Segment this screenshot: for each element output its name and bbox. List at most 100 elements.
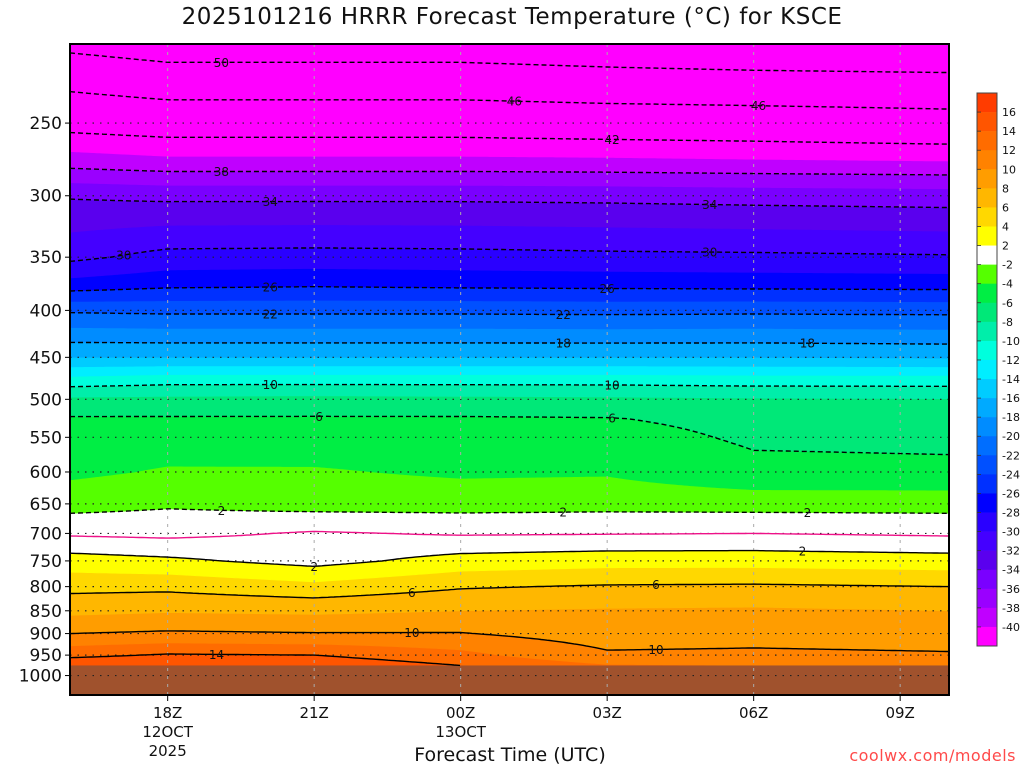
contour-label: 2 bbox=[310, 560, 318, 574]
colorbar-label: -6 bbox=[1002, 297, 1013, 310]
y-tick-label: 500 bbox=[30, 390, 62, 410]
colorbar-swatch bbox=[977, 112, 997, 132]
colorbar-swatch bbox=[977, 321, 997, 342]
contour-label: 50 bbox=[214, 56, 229, 70]
colorbar-label: -36 bbox=[1002, 583, 1020, 596]
colorbar-swatch bbox=[977, 188, 997, 208]
colorbar-swatch bbox=[977, 569, 997, 590]
contour-label: 14 bbox=[209, 648, 224, 662]
contour-label: 10 bbox=[648, 643, 663, 657]
colorbar-label: -40 bbox=[1002, 621, 1020, 634]
contour-line bbox=[70, 630, 949, 653]
temperature-band bbox=[70, 356, 949, 368]
temperature-band bbox=[70, 299, 949, 316]
colorbar-label: -8 bbox=[1002, 316, 1013, 329]
colorbar-label: 10 bbox=[1002, 163, 1016, 176]
plot-frame bbox=[69, 43, 950, 696]
colorbar-swatch bbox=[977, 207, 997, 227]
y-tick-label: 600 bbox=[30, 463, 62, 483]
y-tick-label: 350 bbox=[30, 248, 62, 268]
colorbar-label: -28 bbox=[1002, 507, 1020, 520]
colorbar-swatch bbox=[977, 474, 997, 494]
contour-label: 18 bbox=[800, 337, 815, 351]
temperature-band bbox=[70, 327, 949, 345]
contour-label: 6 bbox=[608, 411, 616, 425]
contour-line bbox=[70, 383, 949, 388]
colorbar-label: -32 bbox=[1002, 545, 1020, 558]
contour-line bbox=[70, 286, 949, 292]
contour-label: 6 bbox=[408, 586, 416, 600]
colorbar-label: 14 bbox=[1002, 125, 1016, 138]
watermark-link[interactable]: coolwx.com/models bbox=[849, 746, 1016, 765]
temperature-band bbox=[70, 342, 949, 359]
colorbar-label: -12 bbox=[1002, 354, 1020, 367]
contour-label: 34 bbox=[702, 198, 717, 212]
x-tick-label: 21Z bbox=[299, 704, 328, 722]
y-tick-label: 700 bbox=[30, 524, 62, 544]
colorbar-label: -4 bbox=[1002, 278, 1013, 291]
colorbar-swatch bbox=[977, 398, 997, 418]
colorbar-swatch bbox=[977, 169, 997, 189]
contour-line bbox=[70, 131, 949, 145]
colorbar-swatch bbox=[977, 359, 997, 380]
contour-line bbox=[70, 198, 949, 209]
colorbar-label: -30 bbox=[1002, 526, 1020, 539]
contour-label: 46 bbox=[507, 95, 522, 109]
colorbar-swatch bbox=[977, 93, 997, 113]
colorbar-label: -34 bbox=[1002, 564, 1020, 577]
contour-line bbox=[70, 167, 949, 176]
colorbar-label: -20 bbox=[1002, 430, 1020, 443]
x-tick-label: 2025 bbox=[149, 742, 187, 760]
y-tick-label: 950 bbox=[30, 646, 62, 666]
contour-label: 42 bbox=[604, 133, 619, 147]
colorbar-label: -10 bbox=[1002, 335, 1020, 348]
contour-line bbox=[70, 247, 949, 262]
y-tick-label: 250 bbox=[30, 114, 62, 134]
chart-title: 2025101216 HRRR Forecast Temperature (°C… bbox=[181, 4, 843, 30]
y-tick-label: 550 bbox=[30, 428, 62, 448]
x-tick-label: 03Z bbox=[592, 704, 621, 722]
contour-line bbox=[70, 530, 949, 539]
colorbar-label: 6 bbox=[1002, 201, 1009, 214]
colorbar-label: 16 bbox=[1002, 106, 1016, 119]
colorbar-label: -26 bbox=[1002, 487, 1020, 500]
contour-line bbox=[70, 549, 949, 568]
contour-label: 22 bbox=[556, 308, 571, 322]
contour-label: 10 bbox=[263, 378, 278, 392]
colorbar-swatch bbox=[977, 131, 997, 151]
contour-line bbox=[70, 52, 949, 74]
y-tick-label: 300 bbox=[30, 187, 62, 207]
x-tick-label: 09Z bbox=[885, 704, 914, 722]
contour-lines bbox=[70, 52, 949, 667]
colorbar-swatch bbox=[977, 283, 997, 304]
colorbar-label: -16 bbox=[1002, 392, 1020, 405]
x-tick-label: 13OCT bbox=[435, 723, 486, 741]
contour-label: 22 bbox=[263, 308, 278, 322]
contour-label: 10 bbox=[404, 626, 419, 640]
contour-label: 34 bbox=[263, 195, 278, 209]
colorbar-swatch bbox=[977, 302, 997, 323]
colorbar-label: 2 bbox=[1002, 240, 1009, 253]
colorbar-swatch bbox=[977, 455, 997, 475]
colorbar-label: -18 bbox=[1002, 411, 1020, 424]
contour-line bbox=[70, 653, 461, 667]
colorbar-label: -2 bbox=[1002, 259, 1013, 272]
colorbar-swatch bbox=[977, 436, 997, 456]
colorbar-swatch bbox=[977, 245, 997, 265]
colorbar-label: 12 bbox=[1002, 144, 1016, 157]
colorbar-swatch bbox=[977, 340, 997, 361]
y-tick-label: 850 bbox=[30, 602, 62, 622]
colorbar-label: 8 bbox=[1002, 182, 1009, 195]
contour-line bbox=[70, 415, 949, 456]
colorbar-swatch bbox=[977, 531, 997, 551]
colorbar-swatch bbox=[977, 607, 997, 628]
colorbar-swatch bbox=[977, 379, 997, 399]
colorbar-label: -22 bbox=[1002, 449, 1020, 462]
contour-line bbox=[70, 583, 949, 599]
y-tick-label: 900 bbox=[30, 625, 62, 645]
contour-line bbox=[70, 508, 949, 514]
contour-label: 26 bbox=[600, 282, 615, 296]
